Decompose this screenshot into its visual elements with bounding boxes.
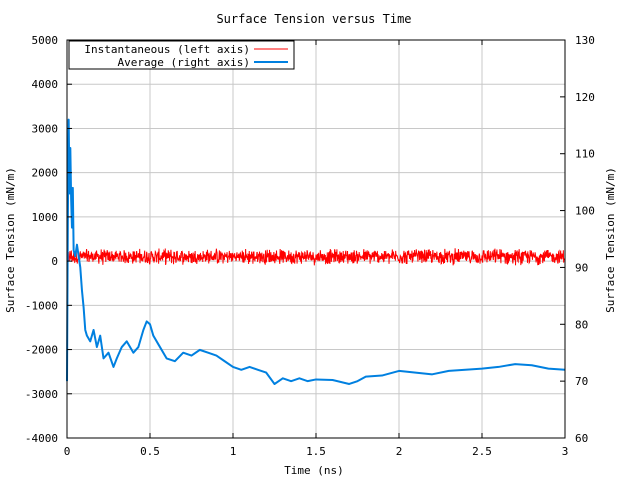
x-tick-label: 0.5 [140,445,160,458]
x-tick-label: 1 [230,445,237,458]
series-instantaneous-line [66,248,566,266]
y-left-tick-label: 1000 [32,211,59,224]
y-right-tick-label: 120 [575,91,595,104]
y-left-tick-label: 0 [51,255,58,268]
y-right-tick-label: 90 [575,261,588,274]
legend-label-instantaneous: Instantaneous (left axis) [84,43,250,56]
y-left-tick-label: -4000 [25,432,58,445]
y-right-tick-label: 110 [575,148,595,161]
y-left-tick-label: 5000 [32,34,59,47]
x-tick-label: 0 [64,445,71,458]
grid [67,40,565,438]
x-axis-label: Time (ns) [284,464,344,477]
legend: Instantaneous (left axis) Average (right… [68,40,295,70]
x-tick-label: 3 [562,445,569,458]
chart-title: Surface Tension versus Time [216,12,411,26]
legend-box [68,40,295,70]
y-left-tick-label: 3000 [32,122,59,135]
y-left-axis-label: Surface Tension (mN/m) [4,167,17,313]
y-right-tick-label: 70 [575,375,588,388]
legend-label-average: Average (right axis) [118,56,250,69]
x-tick-label: 1.5 [306,445,326,458]
y-right-tick-label: 100 [575,205,595,218]
series-average-line [66,118,566,385]
plot-area [66,118,566,385]
x-tick-label: 2 [396,445,403,458]
x-tick-label: 2.5 [472,445,492,458]
ticks: 0 0.5 1 1.5 2 2.5 3 -4000 -3000 -2000 -1000 0 1000 20… [25,34,595,458]
y-right-tick-label: 80 [575,318,588,331]
y-left-tick-label: 4000 [32,78,59,91]
y-right-tick-label: 130 [575,34,595,47]
y-right-axis-label: Surface Tension (mN/m) [604,167,617,313]
y-right-tick-label: 60 [575,432,588,445]
y-left-tick-label: -1000 [25,299,58,312]
y-left-tick-label: -2000 [25,344,58,357]
y-left-tick-label: 2000 [32,167,59,180]
y-left-tick-label: -3000 [25,388,58,401]
